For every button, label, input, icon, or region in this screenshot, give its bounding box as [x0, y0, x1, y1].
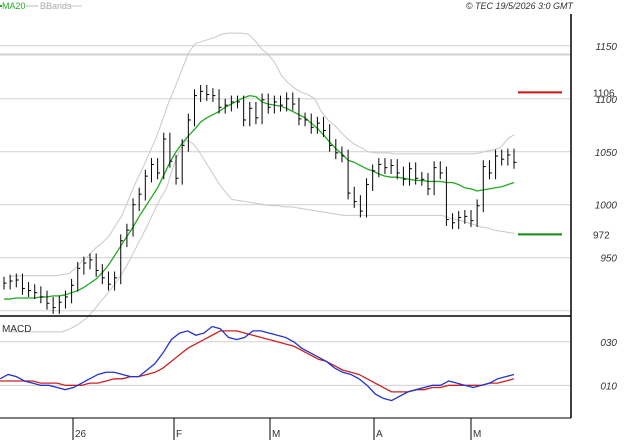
macd-line: [0, 325, 515, 402]
time-axis-label: F: [176, 429, 182, 440]
copyright-label: © TEC 19/5/2026 3:0 GMT: [466, 1, 575, 11]
macd-tick-label: 030: [600, 338, 617, 349]
price-tick-label: 950: [600, 254, 617, 265]
time-axis-label: M: [272, 429, 280, 440]
bbands-legend-label: BBands: [40, 1, 72, 11]
time-axis-label: A: [376, 429, 383, 440]
macd-panel-title: MACD: [2, 324, 31, 335]
time-axis-label: M: [473, 429, 481, 440]
macd-grid: [0, 341, 571, 386]
macd-lines: [0, 325, 515, 402]
level-lines: 1106 972: [518, 88, 615, 241]
ma20-group: [4, 94, 515, 300]
signal-line: [0, 330, 515, 393]
bband-lower-line: [9, 139, 515, 333]
time-axis: 26 F M A M: [0, 417, 571, 440]
price-bars: [3, 84, 517, 314]
price-tick-label: 1100: [595, 95, 617, 106]
price-tick-label: 1150: [595, 42, 617, 53]
bbands-group: [8, 32, 515, 333]
macd-panel: MACD 030 010: [0, 324, 617, 402]
chart-header: MA20 BBands © TEC 19/5/2026 3:0 GMT: [0, 1, 574, 11]
support-label: 972: [593, 230, 610, 241]
ma20-line: [4, 94, 515, 300]
macd-tick-label: 010: [600, 381, 617, 392]
bband-upper-line: [8, 32, 515, 278]
price-tick-label: 1000: [595, 201, 618, 212]
macd-axis: 030 010: [600, 338, 617, 393]
price-axis: 1150 1100 1050 1000 950: [595, 42, 618, 265]
price-grid: [0, 45, 571, 312]
ma20-legend-label: MA20: [2, 1, 26, 11]
price-panel: 1106 972 1150 1100 1050 1000 950: [0, 32, 618, 333]
time-axis-label: 26: [75, 429, 87, 440]
resistance-label: 1106: [593, 88, 615, 99]
price-tick-label: 1050: [595, 148, 618, 159]
